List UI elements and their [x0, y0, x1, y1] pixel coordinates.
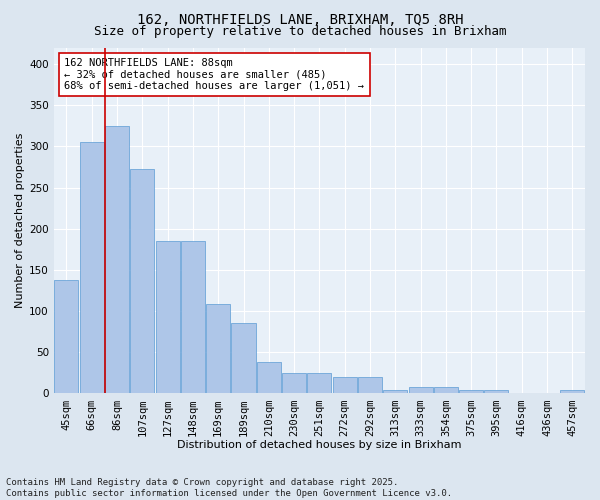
Bar — [409, 387, 433, 394]
Text: 162, NORTHFIELDS LANE, BRIXHAM, TQ5 8RH: 162, NORTHFIELDS LANE, BRIXHAM, TQ5 8RH — [137, 12, 463, 26]
Text: 162 NORTHFIELDS LANE: 88sqm
← 32% of detached houses are smaller (485)
68% of se: 162 NORTHFIELDS LANE: 88sqm ← 32% of det… — [64, 58, 364, 91]
Bar — [484, 390, 508, 394]
Bar — [257, 362, 281, 394]
Bar — [510, 392, 534, 394]
Bar — [232, 324, 256, 394]
Bar — [535, 392, 559, 394]
Bar — [358, 377, 382, 394]
Bar — [155, 241, 179, 394]
Bar — [307, 373, 331, 394]
Bar — [560, 390, 584, 394]
Bar — [80, 142, 104, 394]
Text: Contains HM Land Registry data © Crown copyright and database right 2025.
Contai: Contains HM Land Registry data © Crown c… — [6, 478, 452, 498]
Bar — [206, 304, 230, 394]
Bar — [434, 387, 458, 394]
Bar — [332, 377, 357, 394]
Bar — [459, 390, 483, 394]
Bar — [130, 170, 154, 394]
Bar — [383, 390, 407, 394]
Y-axis label: Number of detached properties: Number of detached properties — [15, 133, 25, 308]
Text: Size of property relative to detached houses in Brixham: Size of property relative to detached ho… — [94, 25, 506, 38]
Bar — [55, 280, 79, 394]
X-axis label: Distribution of detached houses by size in Brixham: Distribution of detached houses by size … — [177, 440, 461, 450]
Bar — [181, 241, 205, 394]
Bar — [282, 373, 306, 394]
Bar — [105, 126, 129, 394]
